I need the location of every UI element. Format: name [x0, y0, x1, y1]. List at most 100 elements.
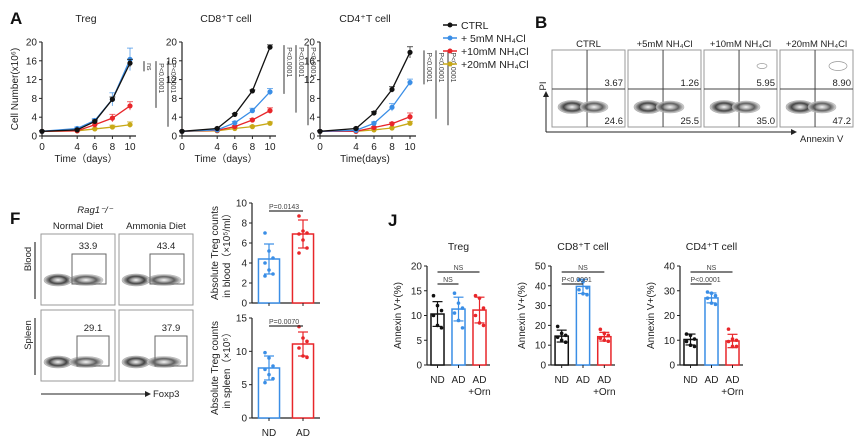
data-point [39, 128, 45, 134]
gate-value: 43.4 [157, 241, 176, 252]
quadrant-upper-right-value: 3.67 [605, 78, 624, 89]
y-axis-label: Cell Number(x10⁶) [10, 48, 21, 130]
y-tick-label: 8 [31, 94, 37, 105]
scatter-point [452, 291, 457, 296]
scatter-point [301, 229, 305, 233]
scatter-point [301, 336, 305, 340]
y-tick-label: 0 [540, 361, 546, 372]
contour-population [807, 100, 837, 114]
scatter-point [730, 344, 735, 349]
data-point [317, 128, 323, 134]
scatter-point [606, 339, 611, 344]
chart-title: CD8⁺T cell [200, 13, 251, 25]
scatter-point [598, 327, 603, 332]
y-tick-label: 8 [309, 94, 315, 105]
x-tick-label: AD [296, 428, 310, 439]
series-line-5mmnh4cl [319, 82, 411, 132]
chart-title: CD4⁺T cell [686, 241, 737, 253]
significance-label: P=0.0070 [269, 319, 299, 326]
data-point [127, 103, 133, 109]
flow-plot-frame [118, 309, 194, 382]
panel-letter-a: A [10, 9, 22, 28]
chart-F-spleen: 0 5 10 15 Absolute Treg counts in spleen（×10⁵… [210, 314, 320, 439]
x-tick-label: 4 [353, 142, 359, 153]
scatter-point [456, 318, 461, 323]
y-tick-label: 15 [236, 314, 248, 325]
flow-plot-frame [118, 233, 194, 306]
y-axis-label: Absolute Treg counts [210, 321, 221, 415]
y-tick-label: 4 [309, 113, 315, 124]
panel-letter-b: B [535, 13, 547, 32]
scatter-point [555, 335, 560, 340]
data-point [353, 125, 359, 132]
significance-label: P<0.0001 [157, 63, 164, 93]
contour-dead-population [828, 61, 848, 71]
chart-J-cd8: 0 10 20 30 40 50 CD8⁺T cell Annexin V+(%) ND AD AD… [517, 241, 616, 398]
scatter-point [684, 339, 689, 344]
quadrant-upper-right-value: 1.26 [681, 78, 700, 89]
scatter-point [435, 303, 440, 308]
flow-plot: 33.9 [40, 233, 116, 306]
y-tick-label: 16 [26, 56, 38, 67]
data-point [389, 104, 395, 110]
significance-label: NS [578, 265, 588, 272]
series-line-ctrl [41, 62, 131, 132]
scatter-point [431, 313, 436, 318]
flow-plot: 37.9 [118, 309, 194, 382]
significance-label: NS [443, 277, 453, 284]
y-tick-label: 2 [241, 279, 247, 290]
scatter-point [577, 287, 581, 292]
scatter-point [263, 274, 267, 278]
scatter-point [585, 285, 589, 290]
x-tick-label: +Orn [593, 387, 616, 398]
flow-plot: 43.4 [118, 233, 194, 306]
scatter-point [452, 311, 457, 315]
x-tick-label: 0 [179, 142, 185, 153]
x-tick-label: 0 [317, 142, 323, 153]
flow-plot-title: +10mM NH₄Cl [710, 39, 771, 50]
flow-plot-title: +20mM NH₄Cl [786, 39, 847, 50]
scatter-point [263, 231, 267, 235]
legend-swatch-marker [447, 48, 453, 54]
contour-dead-population [756, 63, 768, 69]
x-tick-label: ND [683, 375, 697, 386]
scatter-point [563, 333, 568, 338]
x-tick-label: 6 [232, 142, 238, 153]
data-point [127, 60, 133, 66]
chart-A-treg: 0 4 8 12 16 20 Treg 0 4 6 8 10 Time（days） Cell Number… [10, 13, 176, 165]
data-point [179, 128, 185, 134]
y-tick-label: 30 [664, 286, 676, 297]
flow-plot: +5mM NH₄Cl 1.26 25.5 [627, 39, 702, 128]
gate-box [76, 335, 110, 367]
scatter-point [263, 380, 267, 385]
quadrant-upper-right-value: 5.95 [757, 78, 776, 89]
panel-letter-j: J [388, 211, 397, 230]
x-tick-label: ND [262, 428, 276, 439]
significance-label: P<0.0001 [297, 47, 304, 77]
y-tick-label: 8 [171, 94, 177, 105]
y-axis-label: Annexin V+(%) [517, 282, 528, 349]
y-tick-label: 4 [31, 113, 37, 124]
gate-value: 37.9 [162, 323, 181, 334]
data-point [214, 125, 220, 132]
data-point [267, 120, 273, 126]
scatter-point [301, 354, 305, 358]
y-tick-label: 5 [241, 380, 247, 391]
y-tick-label: 20 [166, 38, 178, 49]
x-tick-label: 10 [264, 142, 276, 153]
scatter-point [297, 214, 301, 218]
scatter-point [577, 278, 581, 282]
x-tick-label: 6 [92, 142, 98, 153]
scatter-point [684, 332, 689, 336]
scatter-point [263, 350, 267, 355]
data-point [249, 117, 255, 123]
x-tick-label: +Orn [721, 387, 744, 398]
y-tick-label: 20 [664, 311, 676, 322]
chart-title: Treg [75, 13, 96, 25]
y-tick-label: 12 [26, 75, 38, 86]
flow-plot-title: CTRL [576, 39, 601, 50]
scatter-point [435, 323, 440, 328]
scatter-point [563, 340, 568, 345]
y-tick-label: 4 [241, 259, 247, 270]
